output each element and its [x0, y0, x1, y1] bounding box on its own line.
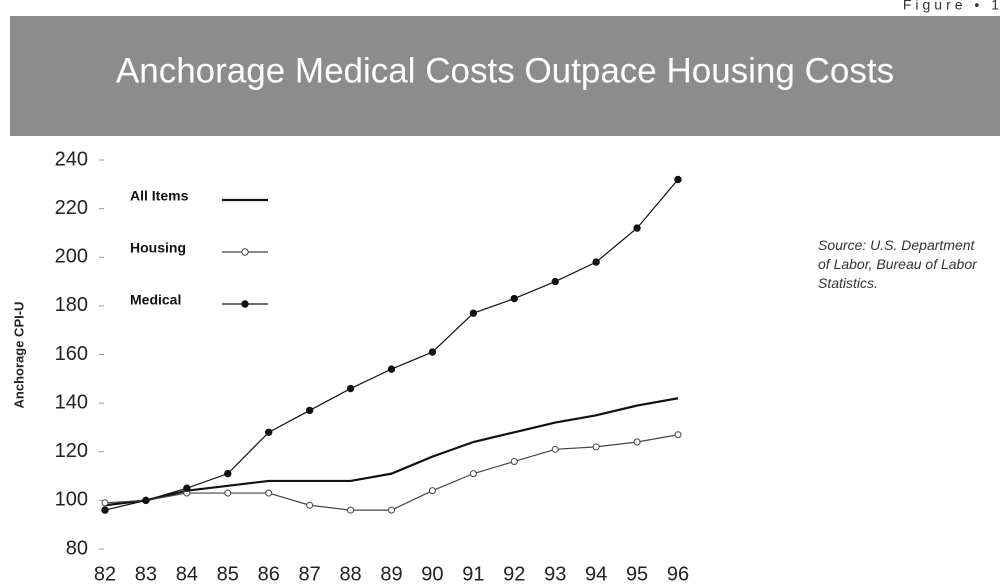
x-tick-label: 95	[626, 563, 648, 585]
data-point	[265, 489, 273, 497]
x-tick-label: 91	[462, 563, 484, 585]
x-tick-label: 82	[94, 563, 116, 585]
data-point	[224, 489, 232, 497]
data-point	[428, 348, 437, 356]
series-line	[104, 397, 679, 507]
series-line	[104, 434, 679, 511]
data-point	[510, 457, 518, 465]
legend-marker	[241, 248, 249, 256]
x-tick-label: 89	[380, 563, 402, 585]
data-point	[510, 294, 518, 303]
data-point	[101, 499, 109, 507]
figure-label: Figure • 1	[903, 0, 1003, 13]
data-point	[346, 384, 355, 393]
data-point	[347, 506, 355, 514]
data-point	[633, 438, 641, 446]
data-point	[674, 175, 682, 184]
legend-label: Housing	[130, 240, 186, 256]
x-tick-label: 90	[421, 563, 443, 585]
x-tick-label: 94	[585, 563, 607, 585]
x-tick-label: 84	[176, 563, 198, 585]
x-tick-label: 88	[339, 563, 361, 585]
data-point	[592, 258, 600, 266]
data-point	[265, 428, 273, 436]
data-point	[101, 506, 109, 514]
y-axis-label: Anchorage CPI-U	[11, 302, 26, 409]
series-line	[104, 179, 679, 511]
x-tick-label: 93	[544, 563, 566, 585]
data-point	[306, 501, 314, 509]
y-tick-label: 160	[55, 343, 88, 365]
y-tick-label: 180	[55, 294, 88, 316]
y-tick-label: 100	[55, 489, 88, 511]
y-tick-label: 200	[55, 246, 88, 268]
x-tick-label: 85	[217, 563, 239, 585]
data-point	[224, 469, 232, 478]
x-tick-label: 87	[299, 563, 321, 585]
data-point	[551, 277, 559, 286]
data-point	[633, 224, 641, 232]
y-tick-label: 240	[55, 148, 88, 170]
y-tick-label: 220	[55, 197, 88, 219]
data-point	[387, 365, 396, 373]
y-tick-label: 140	[55, 391, 88, 413]
data-point	[674, 431, 682, 439]
legend-label: All Items	[130, 188, 189, 204]
x-tick-label: 92	[503, 563, 525, 585]
data-point	[551, 445, 559, 453]
data-point	[592, 443, 600, 451]
y-tick-label: 120	[55, 440, 88, 462]
data-point	[469, 470, 477, 478]
chart-title: Anchorage Medical Costs Outpace Housing …	[116, 51, 894, 90]
title-banner	[10, 16, 1000, 136]
data-point	[183, 484, 191, 492]
x-tick-label: 96	[667, 563, 689, 585]
data-point	[388, 506, 395, 514]
data-point	[305, 406, 314, 415]
x-tick-label: 86	[258, 563, 280, 585]
data-point	[428, 487, 436, 495]
legend-label: Medical	[130, 292, 181, 308]
data-point	[142, 496, 150, 505]
source-note: Source: U.S. Department of Labor, Bureau…	[818, 237, 977, 291]
y-tick-label: 80	[66, 537, 88, 559]
legend-marker	[241, 300, 249, 308]
x-tick-label: 83	[135, 563, 157, 585]
data-point	[469, 309, 478, 317]
